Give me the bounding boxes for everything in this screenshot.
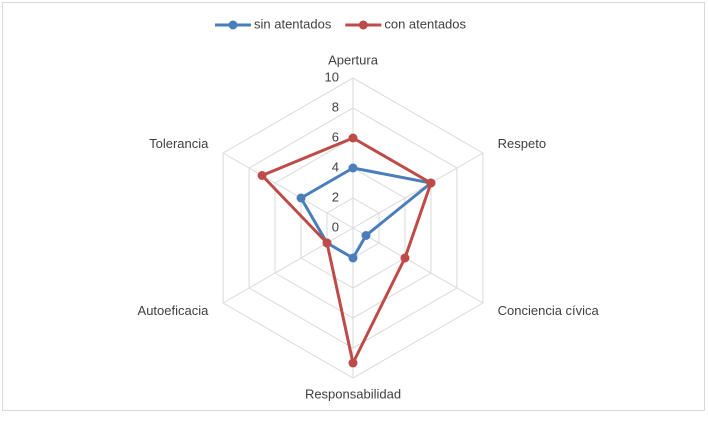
legend-label: sin atentados [254,16,332,31]
tick-label: 0 [332,219,339,234]
category-label: Autoeficacia [138,303,210,318]
category-label: Tolerancia [149,136,209,151]
series-marker [400,253,410,263]
category-label: Conciencia cívica [498,303,600,318]
category-label: Respeto [498,136,546,151]
series-marker [348,358,358,368]
tick-label: 4 [332,159,339,174]
tick-label: 6 [332,129,339,144]
series-marker [348,253,358,263]
category-label: Apertura [328,52,379,67]
series-marker [426,178,436,188]
series-marker [257,171,267,180]
series-marker [322,238,332,248]
legend-label: con atentados [384,16,466,31]
legend-marker [358,20,368,30]
axis-line [222,227,354,304]
legend-marker [228,20,238,30]
tick-label: 8 [332,99,339,114]
axis-line [222,152,354,229]
series-marker [348,163,358,173]
tick-label: 2 [332,189,339,204]
series-marker [296,193,306,203]
series-marker [348,133,358,143]
tick-label: 10 [325,69,339,84]
category-label: Responsabilidad [305,386,401,401]
axis-line [352,152,484,229]
axis-line [352,227,484,304]
series-marker [361,231,371,240]
